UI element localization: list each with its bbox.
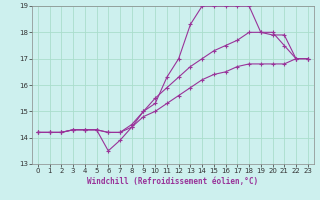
X-axis label: Windchill (Refroidissement éolien,°C): Windchill (Refroidissement éolien,°C): [87, 177, 258, 186]
